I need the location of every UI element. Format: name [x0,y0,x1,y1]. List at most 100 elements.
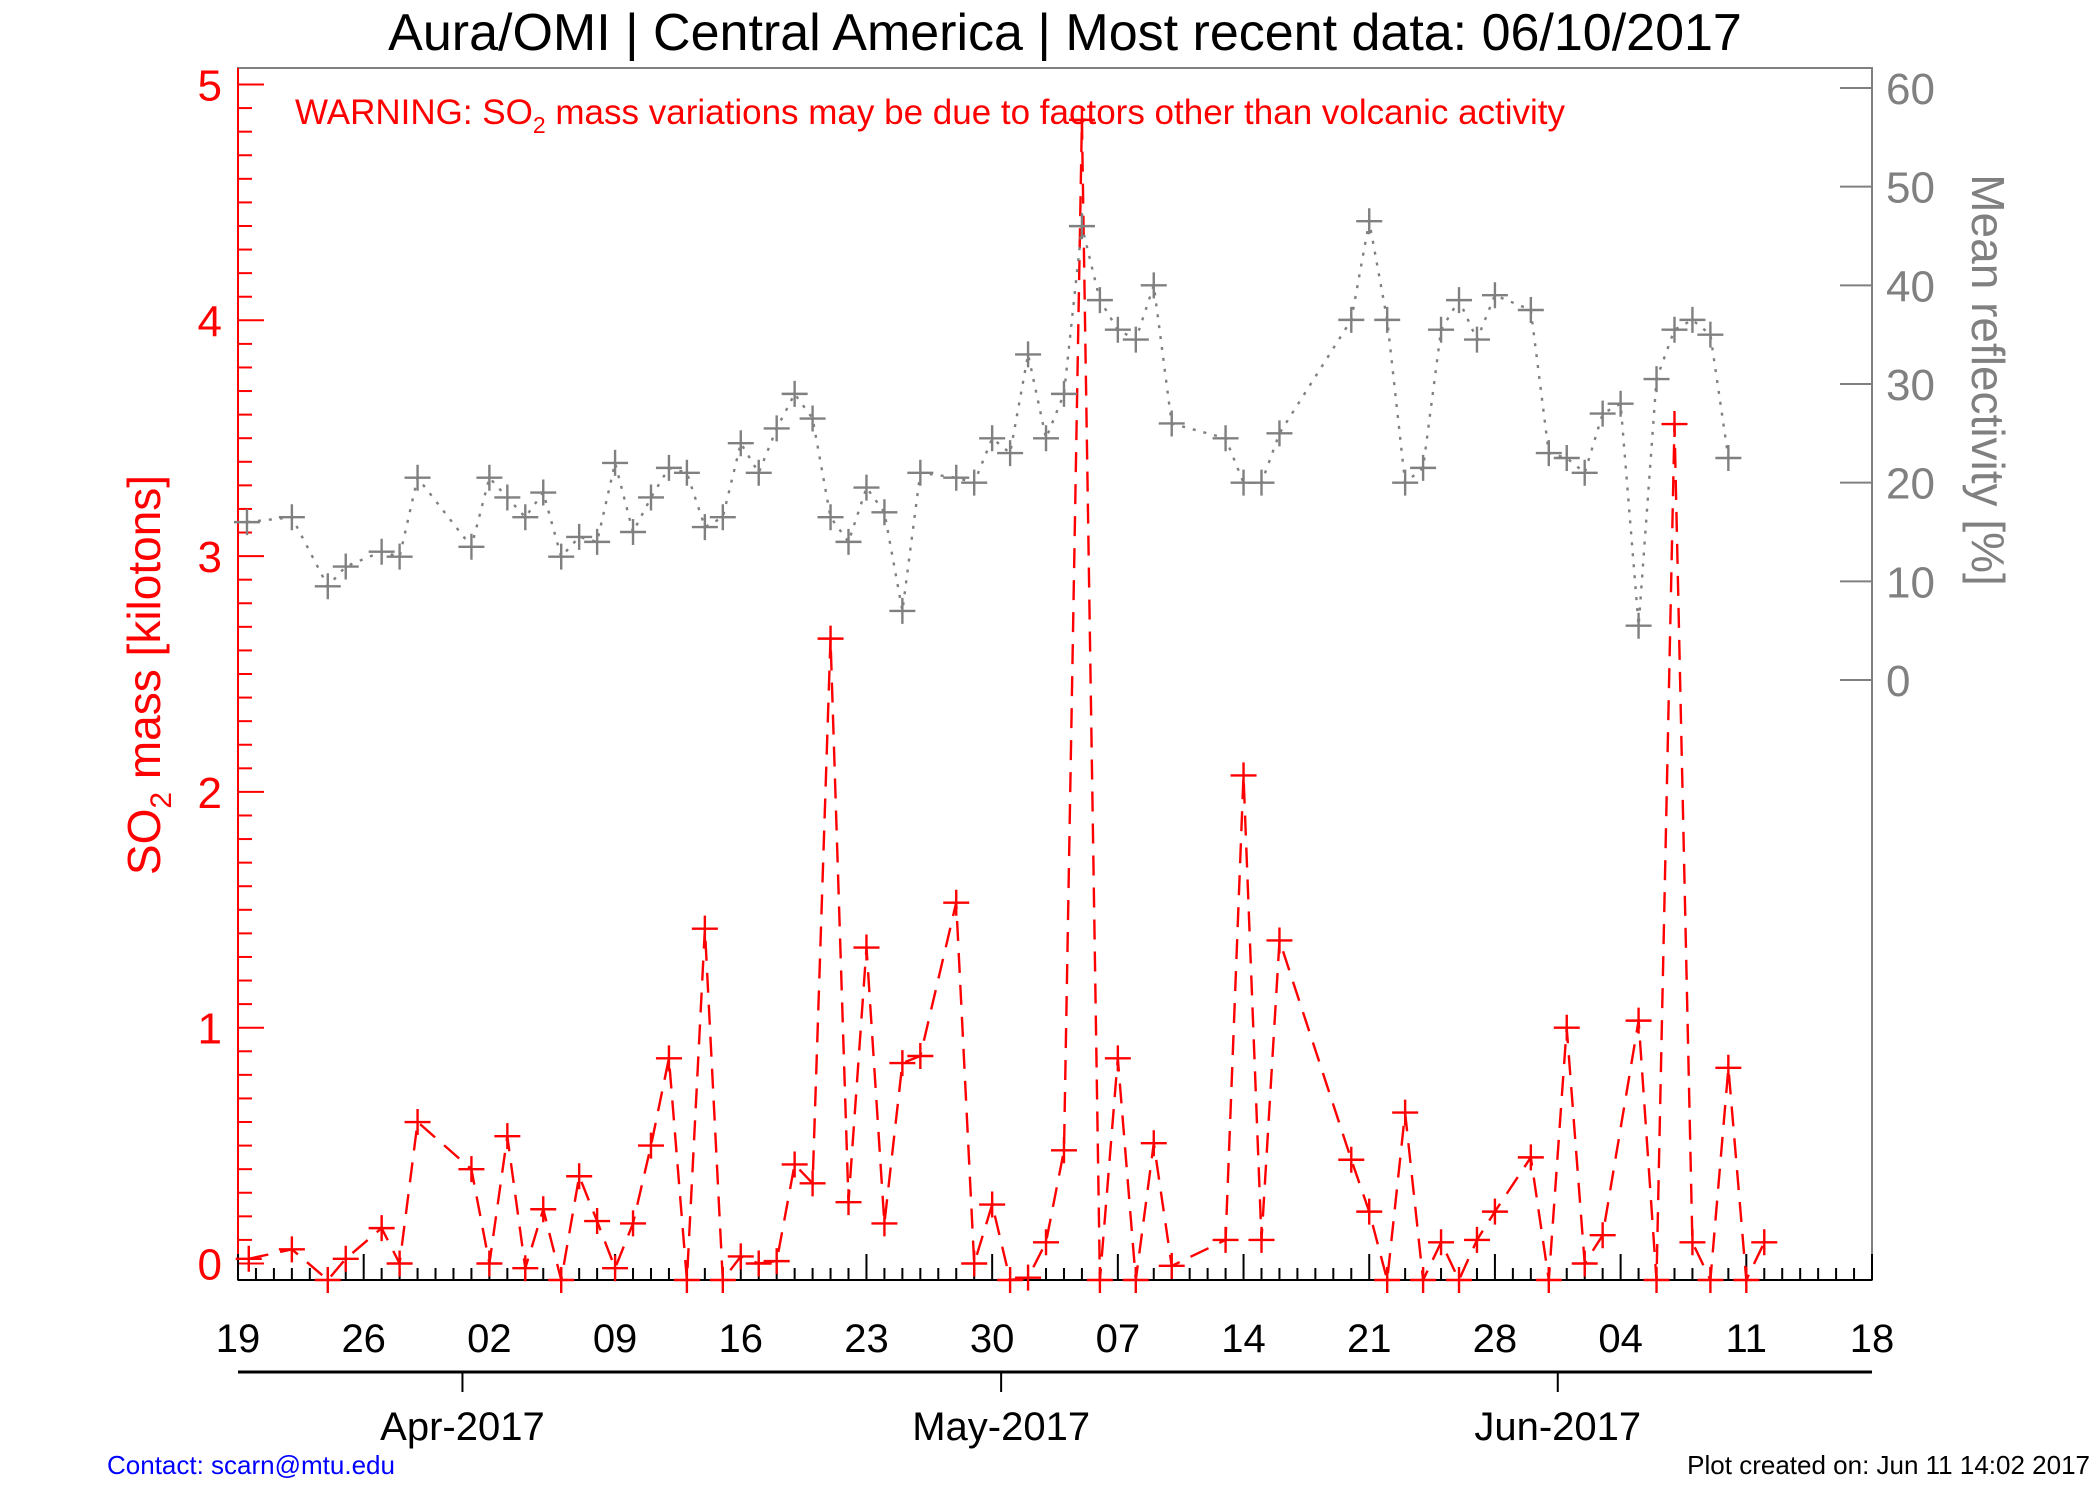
chart-title: Aura/OMI | Central America | Most recent… [388,4,1742,62]
so2-mass-point [1104,1045,1131,1072]
reflectivity-point [1571,459,1598,486]
x-tick-label: 28 [1473,1317,1518,1361]
so2-mass-point [763,1248,790,1275]
so2-mass-point [602,1255,629,1282]
so2-mass-point [235,1245,262,1272]
so2-mass-point [853,934,880,961]
reflectivity-point [1015,341,1042,368]
reflectivity-point [620,519,647,545]
reflectivity-point [278,504,305,531]
x-tick-label: 14 [1221,1317,1266,1361]
so2-mass-point [781,1151,808,1178]
x-tick-label: 21 [1347,1317,1392,1361]
reflectivity-point [961,469,988,496]
reflectivity-point [817,504,844,531]
so2-mass-point [979,1191,1006,1218]
reflectivity-point [1481,282,1508,309]
reflectivity-point [1212,425,1239,452]
reflectivity-point [889,597,916,624]
so2-mass-point [1050,1137,1077,1164]
reflectivity-point [1158,410,1185,437]
reflectivity-point [1463,326,1490,353]
x-tick-label: 16 [719,1317,764,1361]
reflectivity-point [1661,316,1688,343]
so2-mass-point [745,1250,772,1277]
so2-mass-point [1015,1264,1042,1291]
reflectivity-point [835,528,862,555]
reflectivity-point [530,479,557,506]
so2-mass-point [943,889,970,916]
plot-created-footer: Plot created on: Jun 11 14:02 2017 [1687,1450,2090,1480]
reflectivity-point [368,538,395,565]
x-tick-label: 07 [1096,1317,1141,1361]
so2-mass-point [278,1236,305,1263]
right-tick-label: 50 [1886,164,1935,213]
so2-mass-point [1715,1054,1742,1081]
so2-mass-point [799,1170,826,1197]
so2-mass-point [1338,1146,1365,1173]
reflectivity-point [584,528,611,555]
left-tick-label: 4 [198,297,222,346]
so2-mass-point [1679,1229,1706,1256]
reflectivity-point [1715,445,1742,471]
so2-mass-point [512,1255,539,1282]
reflectivity-point [979,425,1006,452]
so2-mass-point [907,1042,934,1069]
reflectivity-point [494,484,521,511]
left-tick-label: 3 [198,533,222,582]
reflectivity-point [1104,316,1131,343]
so2-mass-point [1481,1198,1508,1225]
month-axis: Apr-2017 May-2017 Jun-2017 [238,1370,1872,1449]
so2-mass-point [530,1196,557,1223]
reflectivity-point [709,504,736,531]
reflectivity-point [943,464,970,491]
reflectivity-point [1033,425,1060,452]
reflectivity-point [386,543,413,570]
so2-mass-point [637,1132,664,1159]
x-tick-label: 11 [1726,1317,1768,1361]
reflectivity-point [1086,287,1113,314]
reflectivity-point [332,553,359,580]
x-tick-label: 23 [844,1317,889,1361]
so2-mass-point [1122,1267,1149,1293]
contact-footer[interactable]: Contact: scarn@mtu.edu [107,1450,395,1480]
x-axis: 19 26 02 09 16 23 30 07 14 21 28 04 11 18 [216,1254,1894,1361]
so2-mass-point [1033,1229,1060,1256]
reflectivity-point [1068,213,1095,240]
x-tick-label: 26 [341,1317,386,1361]
so2-mass-point [1446,1267,1473,1293]
left-tick-label: 1 [198,1005,222,1054]
month-label: May-2017 [912,1405,1090,1449]
reflectivity-point [1607,390,1634,417]
right-tick-label: 60 [1886,65,1935,114]
so2-mass-point [1230,762,1257,789]
reflectivity-point [727,430,754,457]
so2-mass-point [1392,1099,1419,1126]
so2-mass-point [566,1163,593,1190]
right-y-axis: 0 10 20 30 40 50 60 [1840,65,1935,1280]
so2-mass-point [1068,106,1095,133]
reflectivity-point [476,464,503,491]
so2-mass-point [548,1267,575,1293]
reflectivity-point [1248,469,1275,496]
reflectivity-point [1140,272,1167,299]
so2-mass-point [655,1045,682,1072]
so2-mass-point [476,1250,503,1277]
so2-mass-point [620,1210,647,1237]
reflectivity-point [637,484,664,511]
reflectivity-point [1356,208,1383,235]
reflectivity-point [1679,306,1706,333]
so2-mass-point [1463,1226,1490,1253]
right-tick-label: 30 [1886,361,1935,410]
so2-mass-point [1086,1267,1113,1293]
so2-mass-point [709,1267,736,1293]
so2-mass-line [248,119,1766,1285]
reflectivity-point [1446,287,1473,314]
reflectivity-point [1553,445,1580,471]
so2-mass-point [961,1250,988,1277]
reflectivity-point [314,573,341,600]
so2-mass-point [997,1267,1024,1293]
right-y-axis-label: Mean reflectivity [%] [1962,174,2014,586]
so2-mass-point [1751,1229,1778,1256]
